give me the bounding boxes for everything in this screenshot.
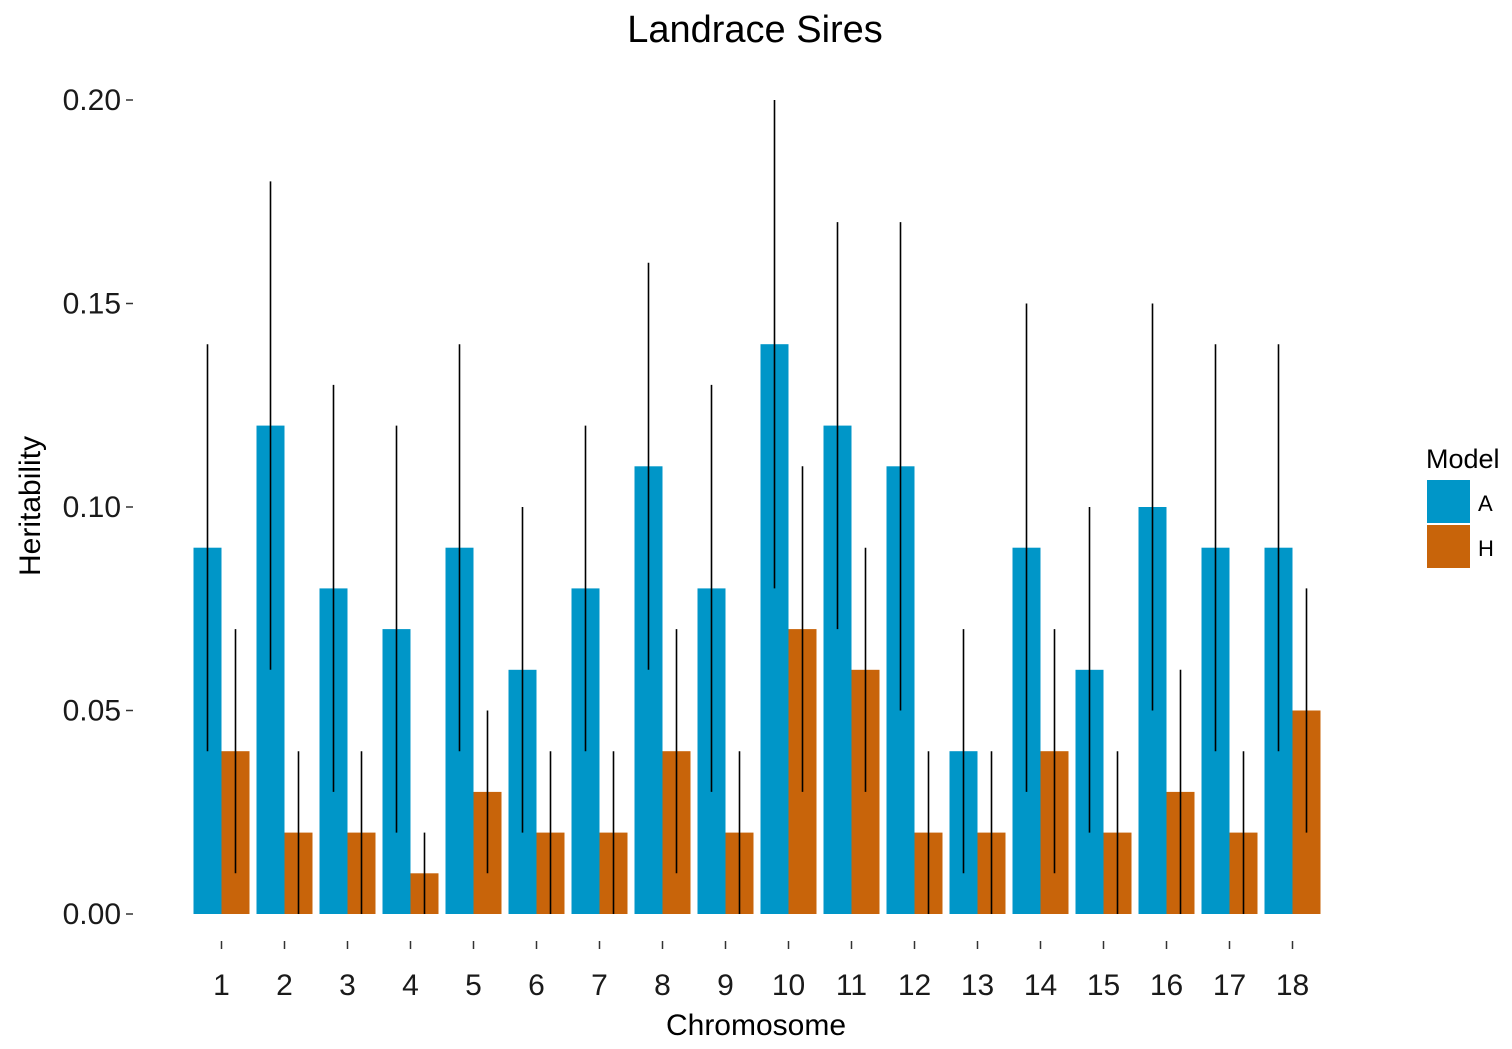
bars-layer: [193, 344, 1321, 914]
x-tick-label: 8: [654, 969, 671, 1002]
x-tick-label: 16: [1150, 969, 1183, 1002]
x-tick-label: 9: [717, 969, 734, 1002]
x-tick-label: 2: [276, 969, 293, 1002]
legend-swatch-a: [1427, 480, 1470, 523]
x-tick-label: 5: [465, 969, 482, 1002]
x-tick-label: 10: [772, 969, 805, 1002]
y-tick-label: 0.00: [63, 898, 121, 931]
chart-title: Landrace Sires: [627, 9, 883, 51]
legend: Model AH: [1426, 444, 1500, 568]
x-tick-label: 7: [591, 969, 608, 1002]
x-tick-label: 12: [898, 969, 931, 1002]
x-tick-label: 6: [528, 969, 545, 1002]
x-tick-label: 3: [339, 969, 356, 1002]
x-tick-label: 1: [213, 969, 230, 1002]
y-tick-label: 0.20: [63, 84, 121, 117]
y-tick-label: 0.15: [63, 288, 121, 321]
x-tick-label: 18: [1276, 969, 1309, 1002]
legend-swatch-h: [1427, 525, 1470, 568]
x-tick-label: 17: [1213, 969, 1246, 1002]
legend-title: Model: [1426, 444, 1500, 474]
x-tick-label: 11: [836, 969, 867, 1002]
x-axis-title: Chromosome: [666, 1009, 846, 1042]
x-tick-label: 4: [402, 969, 419, 1002]
legend-label-a: A: [1478, 491, 1493, 516]
y-axis: 0.00 0.05 0.10 0.15 0.20: [63, 84, 133, 931]
y-tick-label: 0.10: [63, 491, 121, 524]
x-tick-label: 15: [1087, 969, 1120, 1002]
y-tick-label: 0.05: [63, 695, 121, 728]
error-bars-layer: [206, 100, 1308, 914]
x-tick-label: 14: [1024, 969, 1057, 1002]
x-tick-label: 13: [961, 969, 994, 1002]
legend-label-h: H: [1478, 536, 1494, 561]
x-axis: 1 2 3 4 5 6 7 8 9 10 11 12 13 14 15 16 17 18: [213, 941, 1309, 1002]
y-axis-title: Heritability: [14, 436, 47, 576]
